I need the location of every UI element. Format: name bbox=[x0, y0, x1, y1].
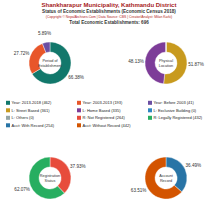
legend-label: Acct: With Record (254) bbox=[12, 123, 55, 128]
legend-swatch bbox=[148, 108, 152, 112]
legend-label: R: Not Registered (264) bbox=[83, 115, 126, 120]
legend-swatch bbox=[77, 101, 81, 105]
chart-title: PhysicalLocation bbox=[159, 59, 173, 67]
data-label: 62.07% bbox=[14, 187, 30, 192]
donut-chart bbox=[145, 157, 187, 199]
legend-label: L: Exclusive Building (0) bbox=[154, 108, 197, 113]
donut-slice bbox=[29, 157, 64, 199]
donut-chart bbox=[29, 157, 71, 199]
legend-swatch bbox=[6, 101, 10, 105]
data-label: 5.89% bbox=[38, 31, 51, 36]
data-label: 66.38% bbox=[68, 75, 84, 80]
title: Shankharapur Municipality, Kathmandu Dis… bbox=[42, 2, 177, 8]
legend: Year: 2013-2018 (462) Year: 2003-2013 (19… bbox=[6, 100, 203, 128]
legend-swatch bbox=[6, 123, 10, 127]
figure: Shankharapur Municipality, Kathmandu Dis… bbox=[0, 0, 218, 218]
donut-slice bbox=[42, 42, 50, 53]
legend-label: L: Others (0) bbox=[12, 115, 35, 120]
data-label: 37.93% bbox=[70, 164, 86, 169]
chart-title: RegistrationStatus bbox=[40, 174, 60, 182]
chart-title: AccountRecord bbox=[159, 174, 174, 182]
legend-label: Acct: Without Record (442) bbox=[83, 123, 132, 128]
donut-slice bbox=[145, 157, 182, 199]
legend-swatch bbox=[77, 116, 81, 120]
donut-slice bbox=[166, 42, 167, 52]
legend-label: Year: 2003-2013 (193) bbox=[83, 100, 124, 105]
total: Total Economic Establishments: 696 bbox=[69, 20, 149, 25]
legend-label: L: Home Based (335) bbox=[83, 108, 122, 113]
donut-chart bbox=[29, 42, 71, 84]
data-label: 63.51% bbox=[131, 188, 147, 193]
chart-title: Period ofEstablishment bbox=[38, 59, 63, 67]
legend-swatch bbox=[6, 116, 10, 120]
legend-swatch bbox=[148, 116, 152, 120]
legend-label: Year: Before 2003 (41) bbox=[154, 100, 195, 105]
copyright: (Copyright © NepalArchives.Com | Data So… bbox=[46, 15, 172, 19]
donut-slice bbox=[166, 42, 167, 52]
legend-swatch bbox=[77, 123, 81, 127]
legend-label: Year: 2013-2018 (462) bbox=[12, 100, 53, 105]
donut-chart bbox=[145, 42, 187, 84]
legend-label: L: Street Based (361) bbox=[12, 108, 51, 113]
legend-swatch bbox=[6, 108, 10, 112]
data-label: 51.87% bbox=[188, 62, 204, 67]
data-label: 36.49% bbox=[186, 163, 202, 168]
data-label: 27.72% bbox=[14, 51, 30, 56]
legend-label: R: Legally Registered (432) bbox=[154, 115, 203, 120]
subtitle: Status of Economic Establishments (Econo… bbox=[42, 9, 176, 14]
legend-swatch bbox=[148, 101, 152, 105]
legend-swatch bbox=[77, 108, 81, 112]
data-label: 48.13% bbox=[128, 59, 144, 64]
